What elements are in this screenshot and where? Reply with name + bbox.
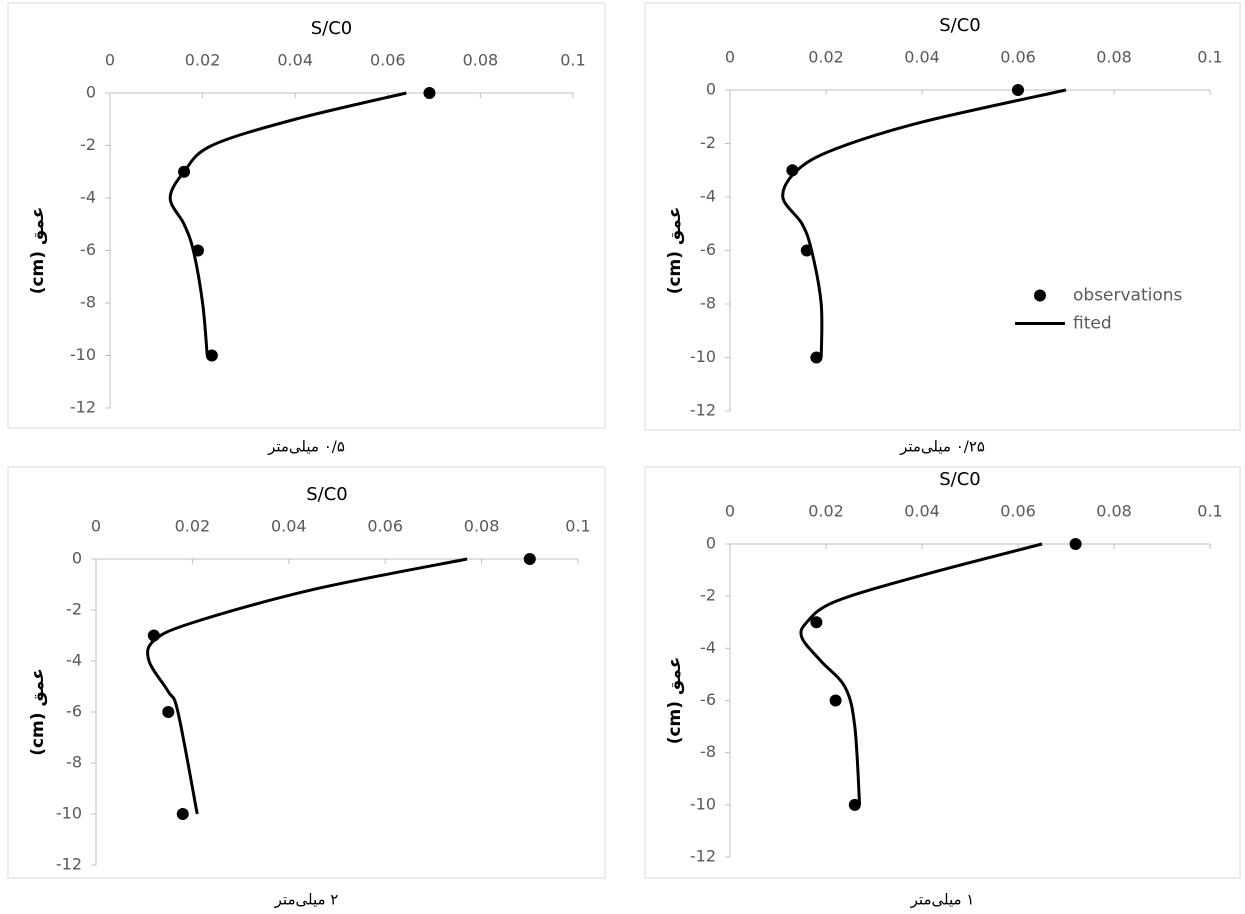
x-tick-label: 0.08 bbox=[1096, 502, 1132, 521]
chart-frame bbox=[7, 466, 606, 879]
x-axis-title: S/C0 bbox=[939, 15, 981, 36]
y-axis-title: عمق (cm) bbox=[28, 668, 48, 756]
y-tick-label: -8 bbox=[700, 742, 716, 761]
y-tick-label: -4 bbox=[80, 188, 96, 207]
observation-point bbox=[162, 706, 175, 718]
caption: ۱ میلی‌متر bbox=[910, 891, 975, 909]
chart-frame bbox=[644, 2, 1241, 431]
x-tick-label: 0.06 bbox=[370, 51, 406, 70]
chart-frame bbox=[644, 466, 1241, 879]
chart: 0 0.02 0.04 0.06 0.08 0.1 0 -2 -4 -6 -8 -10 -12 S/C0 ع… bbox=[644, 2, 1241, 456]
y-tick-label: -2 bbox=[66, 600, 82, 619]
y-tick-label: -2 bbox=[700, 133, 716, 152]
y-axis-title: عمق (cm) bbox=[665, 207, 685, 295]
y-tick-label: -10 bbox=[690, 794, 716, 813]
y-tick-label: -12 bbox=[690, 847, 716, 866]
y-tick-label: -4 bbox=[700, 638, 716, 657]
x-tick-label: 0 bbox=[725, 502, 735, 521]
observation-point bbox=[176, 808, 189, 820]
fitted-line bbox=[146, 557, 468, 815]
x-tick-label: 0.1 bbox=[1197, 48, 1222, 67]
caption: ۰/۵ میلی‌متر bbox=[267, 438, 345, 456]
y-tick-label: 0 bbox=[706, 80, 716, 99]
y-tick-label: -12 bbox=[70, 398, 96, 417]
observation-point bbox=[848, 798, 861, 811]
x-tick-label: 0.1 bbox=[1197, 502, 1222, 521]
x-tick-label: 0.06 bbox=[1000, 48, 1036, 67]
observation-point bbox=[523, 553, 536, 565]
observation-point bbox=[786, 164, 799, 177]
y-axis-title: عمق (cm) bbox=[665, 657, 685, 745]
fitted-line bbox=[799, 542, 1043, 805]
x-axis-title: S/C0 bbox=[939, 469, 981, 490]
y-tick-label: 0 bbox=[706, 534, 716, 553]
x-tick-label: 0.08 bbox=[1096, 48, 1132, 67]
x-axis-title: S/C0 bbox=[306, 484, 348, 505]
x-axis-title: S/C0 bbox=[311, 18, 353, 39]
y-tick-label: -10 bbox=[690, 347, 716, 366]
y-tick-label: -8 bbox=[700, 294, 716, 313]
caption: ۲ میلی‌متر bbox=[274, 891, 339, 909]
x-tick-label: 0.04 bbox=[271, 517, 307, 536]
y-tick-label: -10 bbox=[56, 804, 82, 823]
chart: 0 0.02 0.04 0.06 0.08 0.1 0 -2 -4 -6 -8 -10 -12 S/C0 ع… bbox=[644, 466, 1241, 909]
chart: 0 0.02 0.04 0.06 0.08 0.1 0 -2 -4 -6 -8 -10 -12 S/C0 ع… bbox=[7, 466, 606, 909]
observation-point bbox=[1012, 84, 1024, 96]
x-tick-label: 0.02 bbox=[185, 51, 221, 70]
observation-point bbox=[147, 629, 160, 642]
observation-point bbox=[191, 244, 204, 257]
caption: ۰/۲۵ میلی‌متر bbox=[899, 438, 985, 456]
y-tick-label: -4 bbox=[700, 187, 716, 206]
legend-label: fited bbox=[1073, 314, 1112, 334]
x-tick-label: 0 bbox=[91, 517, 101, 536]
observation-point bbox=[800, 244, 813, 257]
observation-point bbox=[178, 165, 191, 178]
y-tick-label: 0 bbox=[86, 83, 96, 102]
y-tick-label: -4 bbox=[66, 651, 82, 670]
x-tick-label: 0.1 bbox=[565, 517, 590, 536]
y-tick-label: -2 bbox=[80, 135, 96, 154]
y-axis-title: عمق (cm) bbox=[28, 207, 48, 295]
y-tick-label: -2 bbox=[700, 586, 716, 605]
chart-frame bbox=[7, 2, 606, 429]
x-tick-label: 0.02 bbox=[808, 48, 844, 67]
legend-marker bbox=[1034, 289, 1046, 302]
y-tick-label: -10 bbox=[70, 345, 96, 364]
x-tick-label: 0.06 bbox=[367, 517, 403, 536]
y-tick-label: -12 bbox=[56, 855, 82, 874]
y-tick-label: -6 bbox=[80, 240, 96, 259]
x-tick-label: 0 bbox=[105, 51, 115, 70]
x-tick-label: 0.08 bbox=[463, 51, 499, 70]
fitted-line bbox=[781, 88, 1067, 358]
x-tick-label: 0.04 bbox=[277, 51, 313, 70]
x-tick-label: 0.08 bbox=[464, 517, 500, 536]
x-tick-label: 0 bbox=[725, 48, 735, 67]
x-tick-label: 0.02 bbox=[175, 517, 211, 536]
y-tick-label: -6 bbox=[700, 240, 716, 259]
legend-label: observations bbox=[1073, 286, 1183, 306]
observation-point bbox=[423, 87, 436, 99]
y-tick-label: -6 bbox=[66, 702, 82, 721]
y-tick-label: -6 bbox=[700, 690, 716, 709]
fitted-line bbox=[168, 91, 407, 356]
x-tick-label: 0.06 bbox=[1000, 502, 1036, 521]
y-tick-label: -8 bbox=[80, 293, 96, 312]
observation-point bbox=[1069, 538, 1082, 550]
observation-point bbox=[810, 616, 823, 629]
x-tick-label: 0.02 bbox=[808, 502, 844, 521]
x-tick-label: 0.04 bbox=[904, 502, 940, 521]
y-tick-label: -8 bbox=[66, 753, 82, 772]
observation-point bbox=[829, 694, 842, 707]
x-tick-label: 0.04 bbox=[904, 48, 940, 67]
x-tick-label: 0.1 bbox=[560, 51, 585, 70]
chart: 0 0.02 0.04 0.06 0.08 0.1 0 -2 -4 -6 -8 -10 -12 S/C0 ع… bbox=[7, 2, 606, 456]
observation-point bbox=[810, 351, 823, 364]
observation-point bbox=[205, 349, 218, 362]
y-tick-label: 0 bbox=[72, 549, 82, 568]
y-tick-label: -12 bbox=[690, 401, 716, 420]
